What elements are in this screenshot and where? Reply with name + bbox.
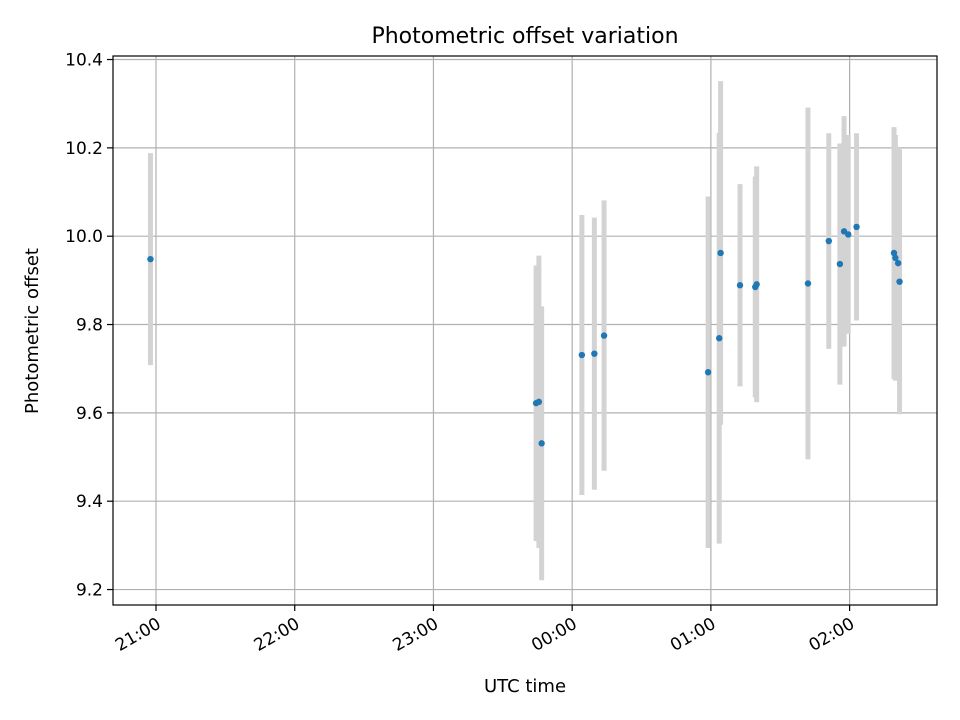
data-point <box>753 281 760 288</box>
data-points <box>147 223 903 447</box>
data-point <box>716 335 723 342</box>
plot-frame <box>112 55 938 606</box>
y-tick-label: 9.8 <box>76 316 103 336</box>
data-point <box>736 282 744 289</box>
y-tick-label: 10.4 <box>65 51 103 71</box>
data-point <box>600 332 608 339</box>
data-point <box>578 351 586 359</box>
data-point <box>591 350 598 357</box>
y-tick-label: 9.6 <box>76 404 103 424</box>
data-point <box>890 249 898 257</box>
y-axis-ticks: 9.2 9.4 9.6 9.8 10.0 10.2 10.4 <box>65 51 113 601</box>
y-tick-label: 10.2 <box>65 139 103 159</box>
y-tick-label: 9.2 <box>76 581 103 601</box>
x-axis-label: UTC time <box>484 676 566 697</box>
chart-title: Photometric offset variation <box>371 24 678 49</box>
data-point <box>853 223 860 231</box>
data-point <box>535 398 543 406</box>
data-point <box>825 237 832 245</box>
data-point <box>147 255 154 263</box>
data-point <box>836 260 844 268</box>
data-point <box>845 231 852 238</box>
y-tick-label: 9.4 <box>76 492 103 512</box>
data-point <box>704 369 712 376</box>
data-point <box>896 278 903 285</box>
data-point <box>717 249 724 257</box>
y-tick-label: 10.0 <box>65 227 103 247</box>
data-point <box>894 259 902 267</box>
data-point <box>804 280 812 287</box>
data-point <box>892 254 899 262</box>
data-point <box>538 440 545 447</box>
y-axis-label: Photometric offset <box>22 248 43 414</box>
